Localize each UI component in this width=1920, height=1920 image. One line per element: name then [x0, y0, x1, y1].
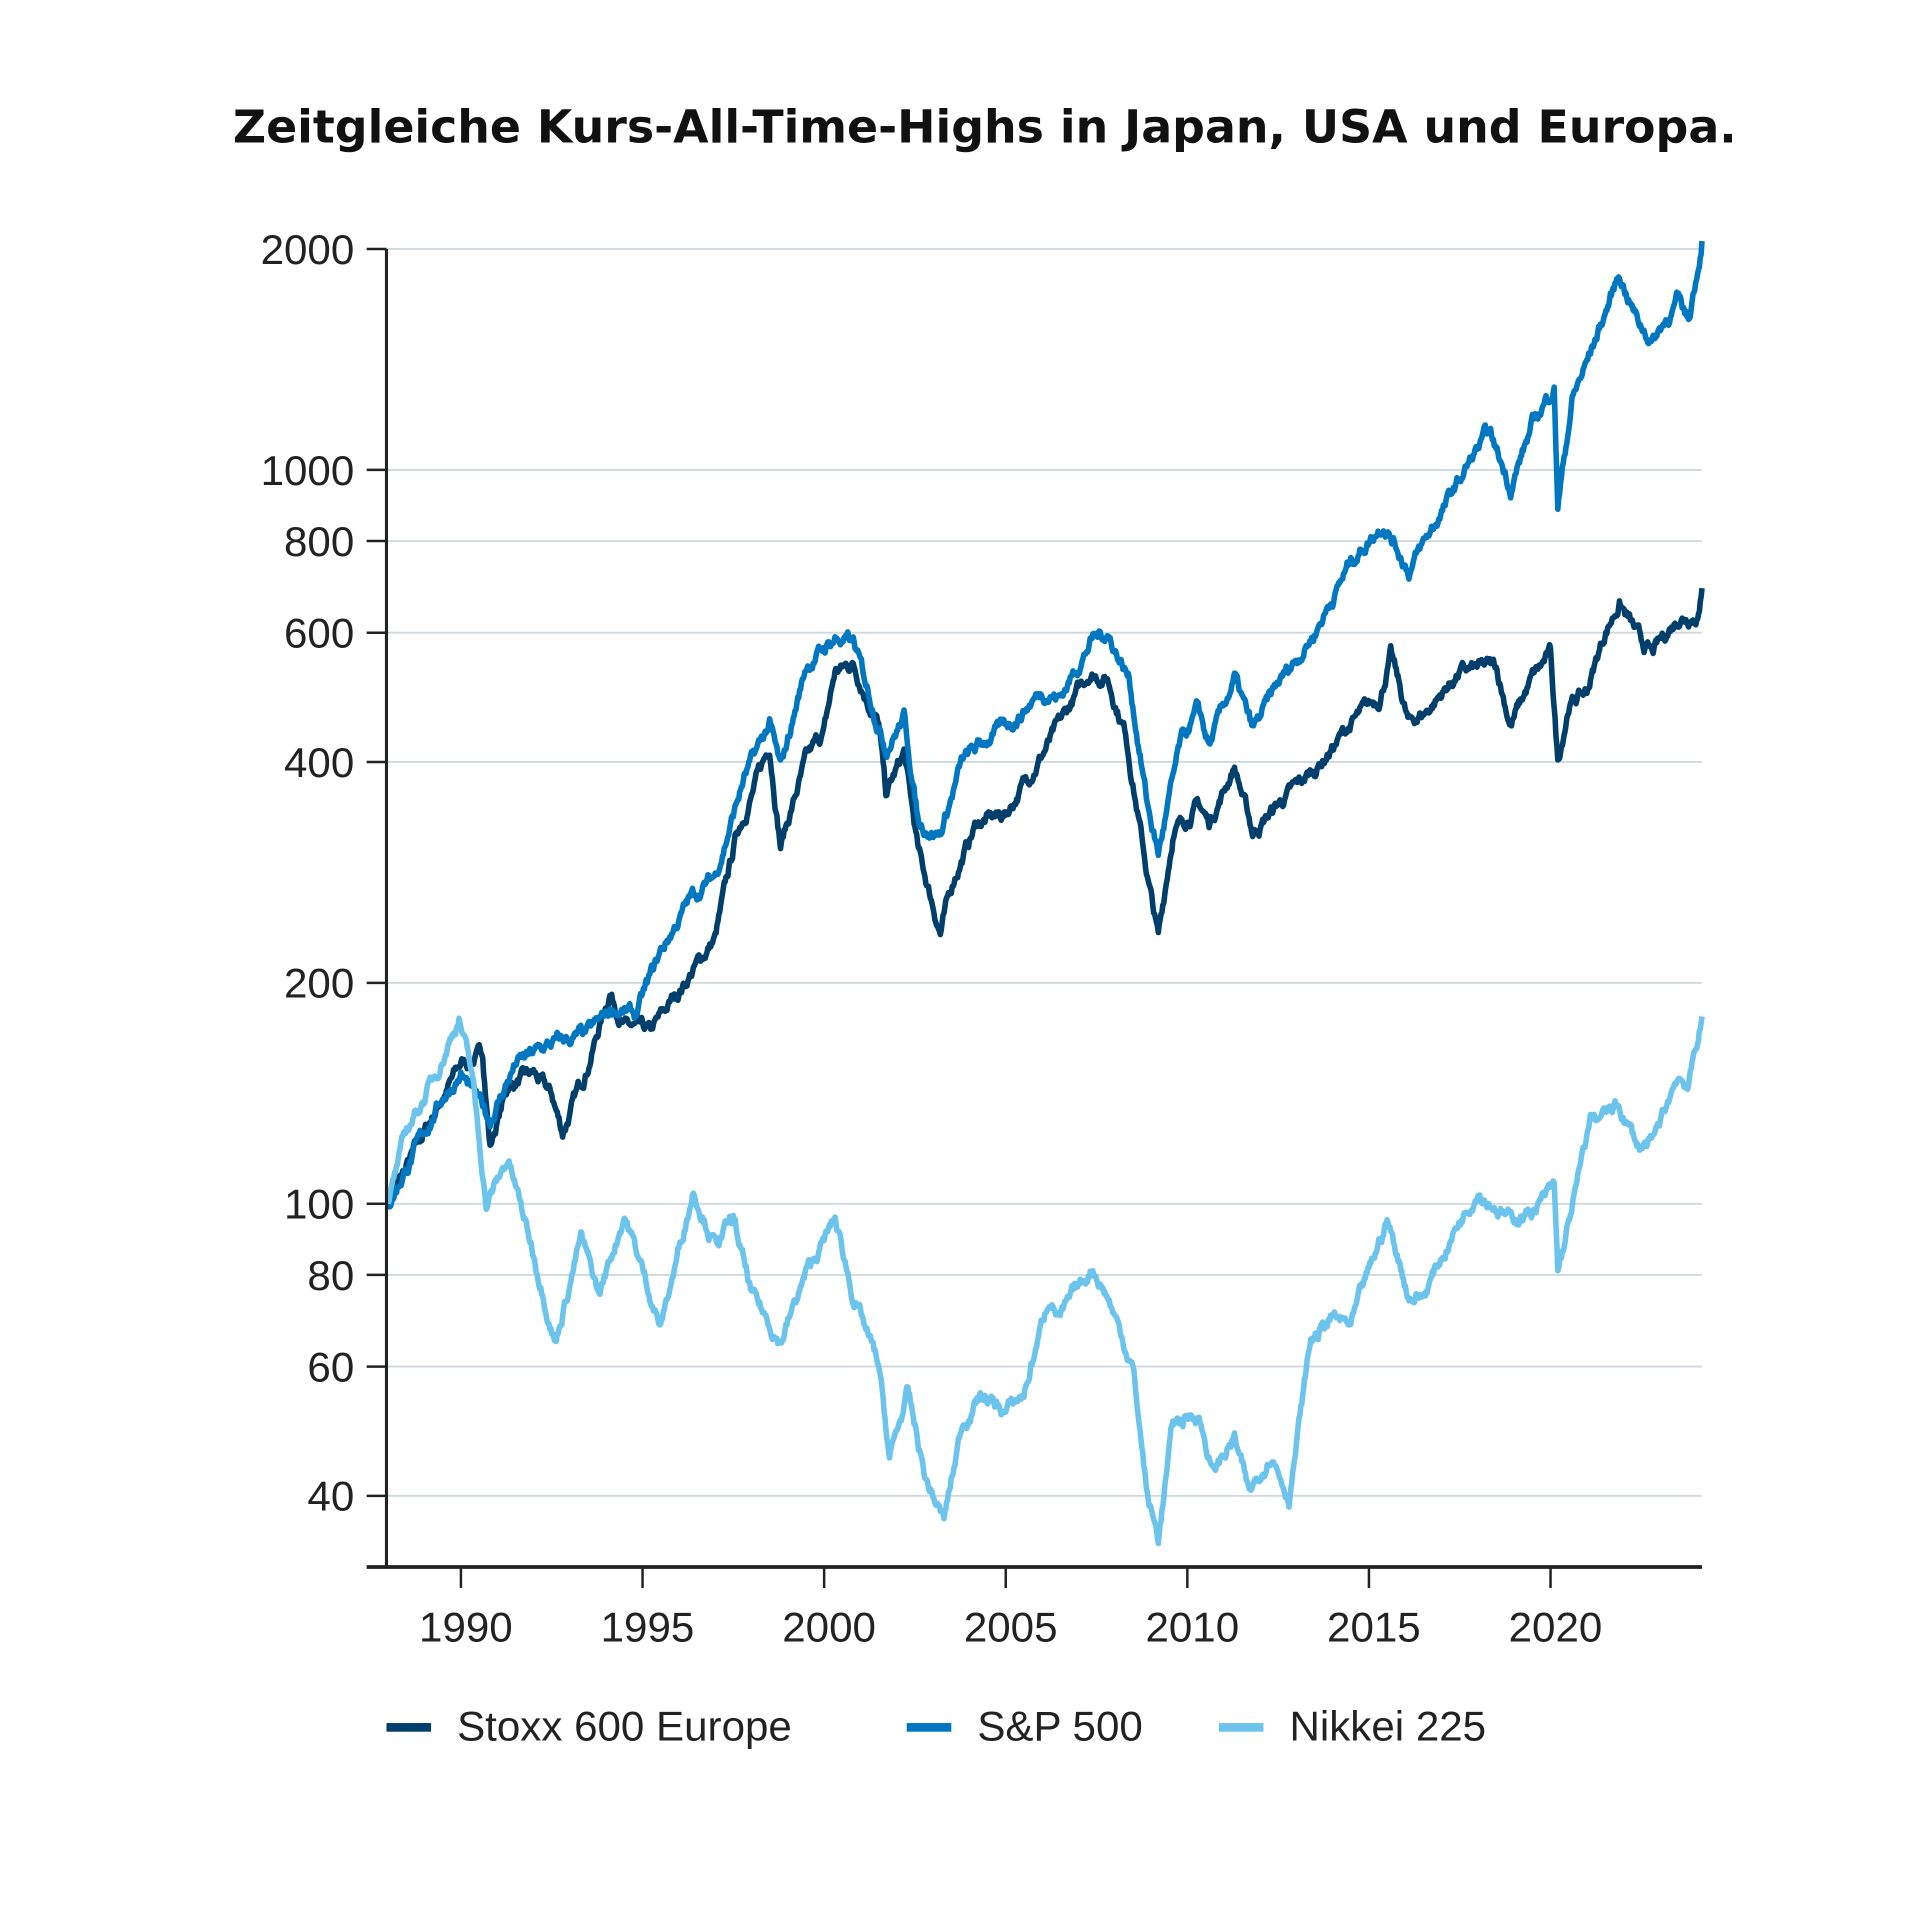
legend-swatch [386, 1723, 432, 1732]
y-tick-label: 600 [284, 610, 354, 657]
x-tick-label: 2000 [782, 1603, 876, 1650]
series-line-s-p-500 [385, 240, 1705, 1210]
x-tick-label: 2005 [964, 1603, 1058, 1650]
y-tick-label: 40 [307, 1473, 354, 1520]
y-tick-label: 2000 [261, 226, 355, 273]
y-tick-label: 400 [284, 739, 354, 786]
legend-label: Stoxx 600 Europe [457, 1702, 792, 1749]
y-tick-label: 1000 [261, 447, 355, 494]
legend-swatch [906, 1723, 952, 1732]
y-tick-label: 800 [284, 518, 354, 565]
x-tick-label: 2015 [1327, 1603, 1421, 1650]
y-tick-label: 200 [284, 960, 354, 1007]
y-tick-label: 80 [307, 1252, 354, 1299]
legend-swatch [1218, 1723, 1264, 1732]
legend: Stoxx 600 Europe S&P 500 Nikkei 225 [386, 1702, 1486, 1749]
series-line-nikkei-225 [385, 1015, 1705, 1547]
legend-label: Nikkei 225 [1289, 1702, 1486, 1749]
legend-label: S&P 500 [977, 1702, 1142, 1749]
series-line-stoxx-600-europe [385, 587, 1705, 1206]
series-lines [385, 240, 1705, 1547]
x-tick-label: 2010 [1145, 1603, 1239, 1650]
grid [386, 248, 1702, 1497]
y-tick-label: 60 [307, 1343, 354, 1390]
x-tick-label: 1990 [419, 1603, 513, 1650]
x-tick-label: 2020 [1509, 1603, 1603, 1650]
y-tick-label: 100 [284, 1181, 354, 1228]
chart-title: Zeitgleiche Kurs-All-Time-Highs in Japan… [233, 99, 1737, 153]
x-tick-label: 1995 [601, 1603, 695, 1650]
axes: 40 60 80 100 200 400 600 800 1000 2000 1990 1995 200… [261, 226, 1702, 1650]
